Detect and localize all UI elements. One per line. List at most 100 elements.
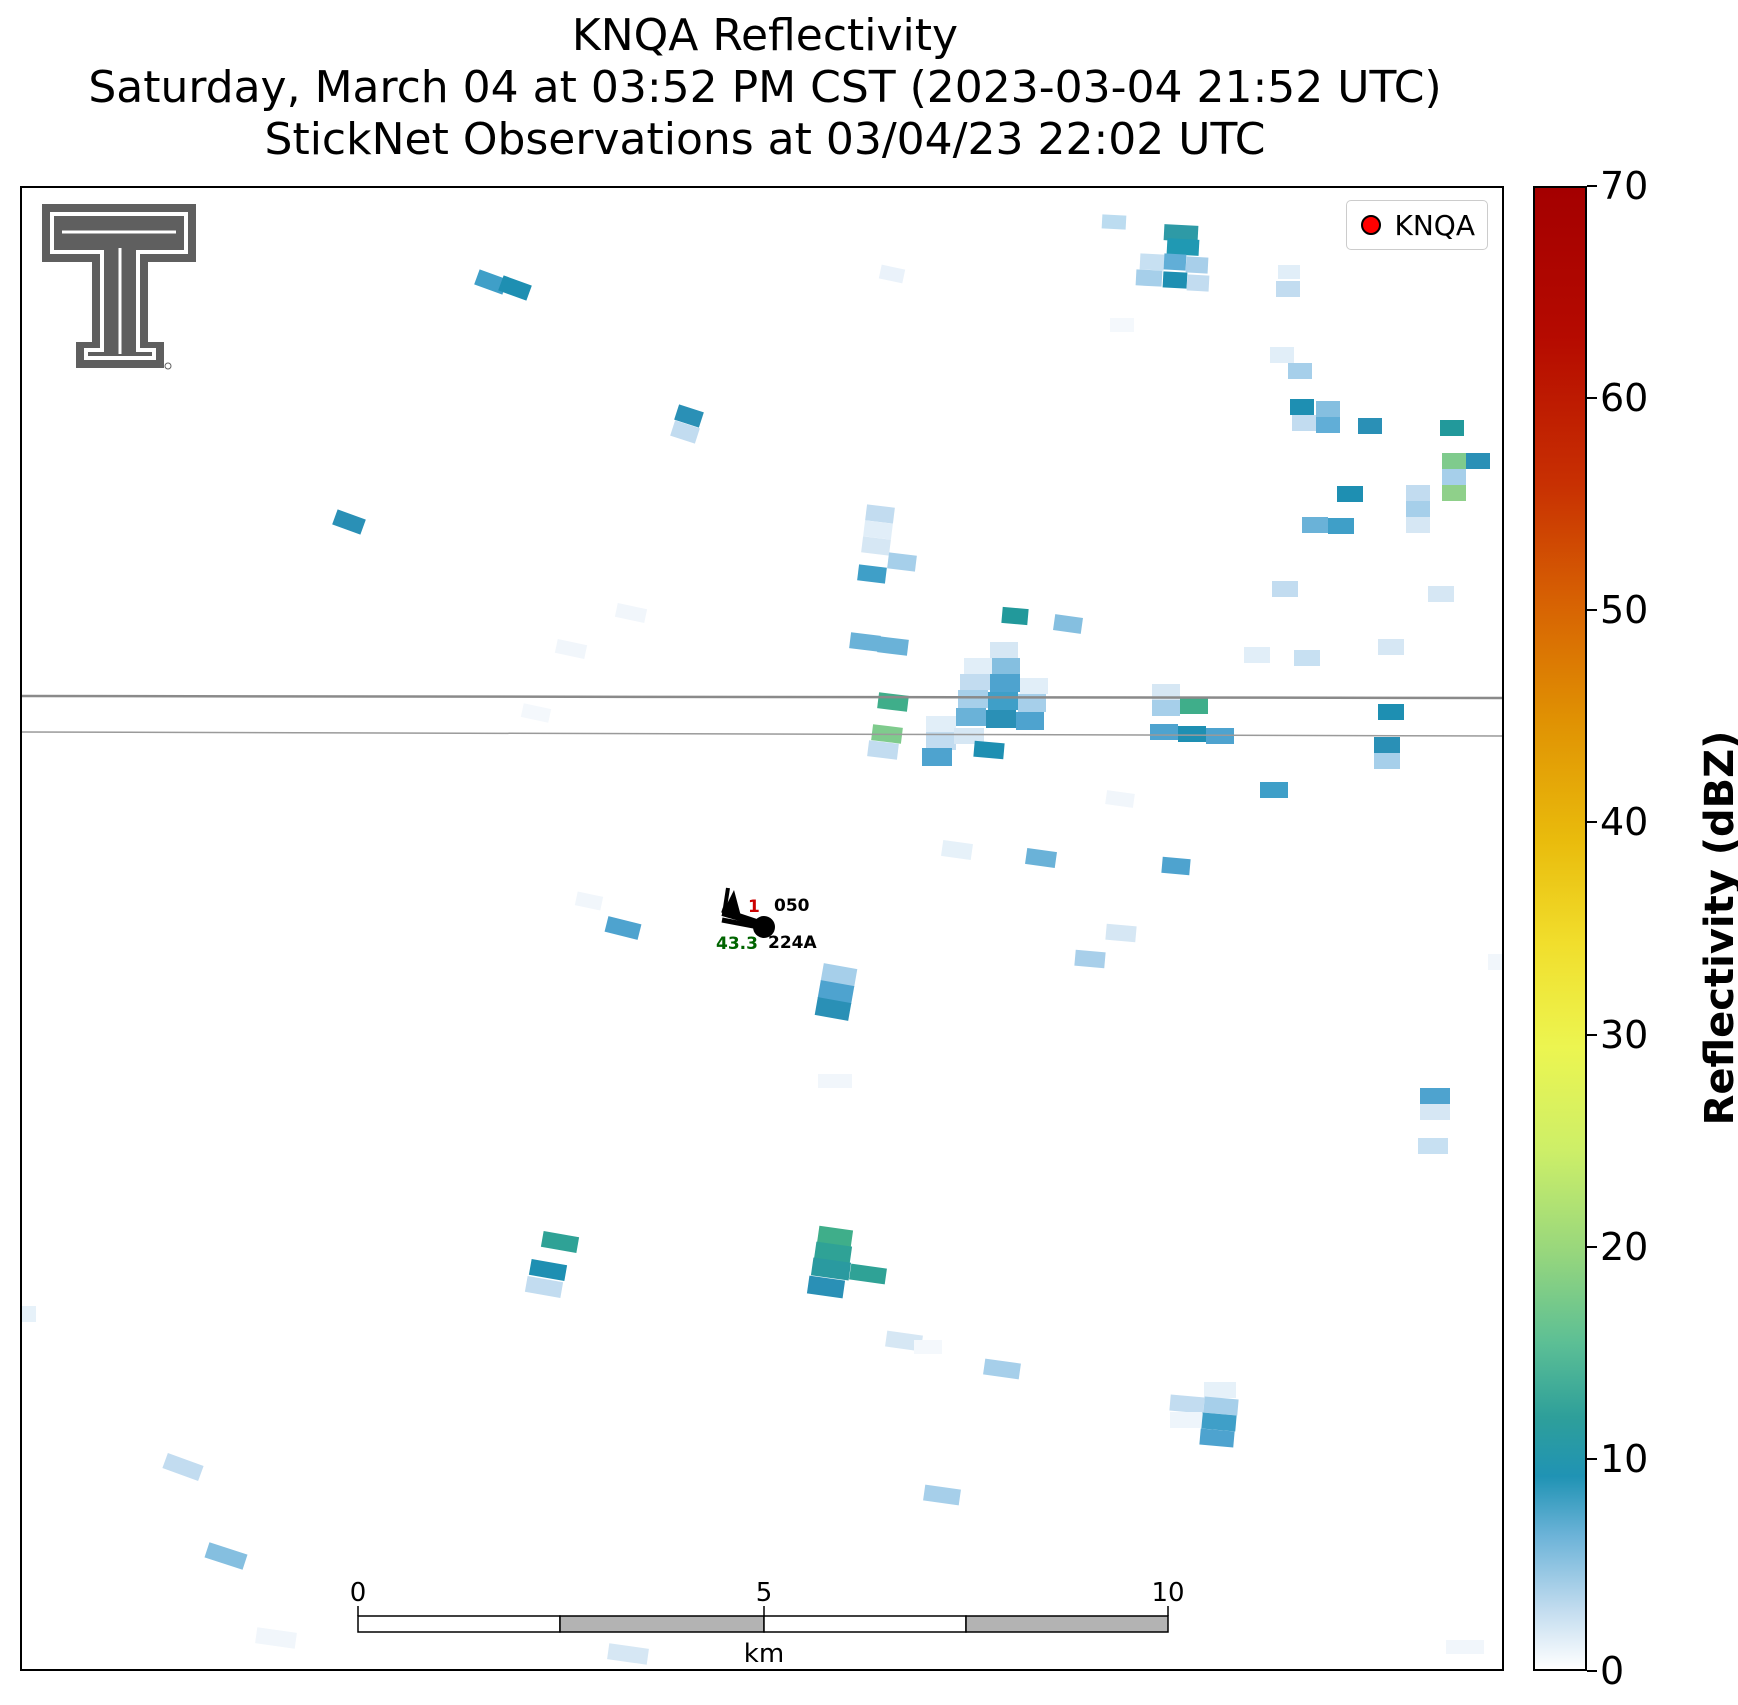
echo-cell — [816, 1225, 854, 1249]
echo-cell — [1270, 347, 1294, 363]
colorbar-tick-label: 0 — [1600, 1649, 1625, 1693]
radar-map[interactable]: 1 050 43.3 224A 0 5 10 km K — [20, 186, 1504, 1671]
echo-cell — [1406, 485, 1430, 501]
title-line-1: KNQA Reflectivity — [571, 10, 959, 61]
title-line-3: StickNet Observations at 03/04/23 22:02 … — [264, 114, 1266, 165]
echo-cell — [926, 732, 956, 750]
echo-cell — [983, 1358, 1021, 1380]
colorbar-tick — [1587, 1033, 1597, 1036]
echo-cell — [1186, 274, 1210, 292]
colorbar-tick — [1587, 1670, 1597, 1672]
echo-cell — [1178, 726, 1206, 742]
echo-cell — [926, 716, 956, 734]
echo-cell — [817, 980, 855, 1004]
echo-cell — [1053, 614, 1083, 634]
echo-cell — [863, 520, 893, 540]
sticknet-station[interactable]: 1 050 43.3 224A — [716, 887, 817, 954]
echo-cell — [820, 963, 858, 987]
echo-cell — [818, 1074, 852, 1088]
echo-cell — [1025, 847, 1057, 869]
echo-cell — [1316, 401, 1340, 417]
echo-cell — [1406, 501, 1430, 517]
echo-cell — [332, 509, 366, 535]
echo-cell — [849, 632, 881, 652]
station-marker[interactable] — [753, 916, 775, 938]
echo-cell — [162, 1452, 204, 1482]
county-boundaries — [22, 694, 1502, 737]
echo-cell — [1163, 224, 1199, 242]
echo-cell — [1288, 363, 1312, 379]
echo-cell — [922, 748, 952, 766]
echo-cell — [1199, 1428, 1235, 1448]
echo-cell — [1428, 586, 1454, 602]
echo-cell — [990, 642, 1018, 658]
title-line-2: Saturday, March 04 at 03:52 PM CST (2023… — [88, 62, 1442, 113]
echo-cell — [1442, 469, 1466, 485]
echo-cell — [1328, 518, 1354, 534]
colorbar-tick — [1587, 1457, 1597, 1460]
radar-map-canvas: 1 050 43.3 224A 0 5 10 km — [22, 204, 1502, 1669]
boundary-line — [22, 694, 1502, 700]
echo-cell — [964, 658, 992, 674]
colorbar-tick — [1587, 1245, 1597, 1248]
echo-cell — [914, 1340, 942, 1354]
echo-cell — [540, 1230, 580, 1254]
echo-cell — [810, 1257, 852, 1281]
echo-cell — [670, 420, 700, 444]
echo-cell — [956, 708, 986, 726]
echo-cell — [867, 740, 899, 760]
scale-label-5: 5 — [756, 1578, 773, 1608]
echo-cell — [923, 1484, 961, 1506]
echo-cell — [990, 674, 1020, 692]
scale-segment — [763, 1615, 967, 1633]
echo-cell — [941, 839, 973, 861]
echo-cell — [604, 916, 642, 940]
echo-cell — [1278, 265, 1300, 279]
radar-site-marker-icon — [1360, 215, 1381, 235]
station-id: 224A — [768, 933, 817, 953]
legend-label: KNQA — [1394, 208, 1476, 242]
echo-cell — [960, 674, 990, 690]
echo-cell — [1442, 453, 1466, 469]
echo-cell — [22, 1306, 36, 1322]
station-value: 43.3 — [716, 934, 758, 954]
scale-label-10: 10 — [1151, 1578, 1184, 1608]
echo-cell — [1418, 1138, 1448, 1154]
echo-cell — [849, 1263, 887, 1285]
colorbar-tick-label: 20 — [1600, 1224, 1649, 1269]
echo-cell — [1292, 415, 1316, 431]
colorbar-tick-label: 30 — [1600, 1012, 1649, 1057]
echo-cell — [1488, 954, 1502, 970]
echo-cell — [814, 997, 852, 1021]
echo-cell — [1201, 1412, 1237, 1432]
echo-cell — [1020, 678, 1048, 694]
echo-cell — [958, 690, 988, 708]
echo-cell — [1139, 253, 1165, 271]
echo-cell — [954, 728, 984, 744]
echo-cell — [986, 710, 1016, 728]
echo-cell — [1260, 782, 1288, 798]
scale-bar: 0 5 10 km — [350, 1578, 1185, 1669]
scale-label-0: 0 — [350, 1578, 367, 1608]
echo-cell — [1180, 698, 1208, 714]
map-title: KNQA Reflectivity Saturday, March 04 at … — [0, 10, 1530, 166]
colorbar-tick-label: 70 — [1600, 164, 1649, 208]
echo-cell — [204, 1542, 248, 1570]
double-t-inner — [50, 212, 188, 360]
registered-mark-icon — [164, 362, 172, 370]
echo-cell — [988, 692, 1018, 710]
station-pressure: 050 — [774, 896, 810, 916]
echo-cell — [1152, 700, 1180, 716]
echo-cell — [1169, 1394, 1205, 1414]
echo-cell — [813, 1241, 853, 1265]
echo-cell — [1374, 753, 1400, 769]
echo-cell — [1185, 256, 1209, 274]
echo-cell — [607, 1643, 649, 1665]
echo-cell — [1337, 486, 1363, 502]
echo-cell — [674, 404, 704, 428]
scale-segment — [559, 1615, 765, 1633]
scale-segment — [357, 1615, 561, 1633]
colorbar-title: Reflectivity (dBZ) — [1697, 730, 1738, 1126]
reflectivity-echoes — [22, 214, 1502, 1665]
echo-cell — [885, 1330, 923, 1352]
